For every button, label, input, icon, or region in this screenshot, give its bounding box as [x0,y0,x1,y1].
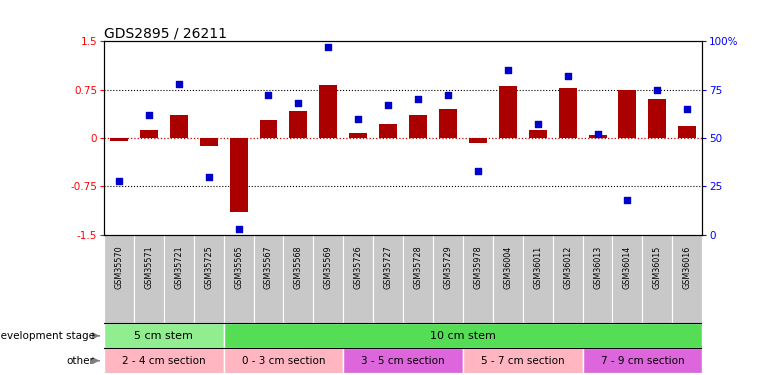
Bar [648,99,666,138]
Bar [678,126,696,138]
Bar [409,116,427,138]
Bar [229,138,247,212]
Point [293,100,305,106]
Text: GSM35571: GSM35571 [144,246,153,289]
Bar [313,235,343,323]
Text: GSM35570: GSM35570 [115,246,123,289]
Point [501,67,514,73]
Text: 3 - 5 cm section: 3 - 5 cm section [361,356,445,366]
Text: 5 cm stem: 5 cm stem [134,331,193,341]
Bar [320,85,337,138]
Text: 5 - 7 cm section: 5 - 7 cm section [481,356,564,366]
Text: GSM36004: GSM36004 [504,246,512,289]
Bar [672,235,702,323]
Point [322,44,334,50]
Bar [104,235,134,323]
Bar [433,235,463,323]
Bar [583,348,702,373]
Text: GSM35569: GSM35569 [324,246,333,289]
Text: GSM35729: GSM35729 [444,246,453,289]
Text: GDS2895 / 26211: GDS2895 / 26211 [104,26,227,40]
Bar [463,235,493,323]
Text: GSM36011: GSM36011 [533,246,542,289]
Text: GSM35727: GSM35727 [383,246,393,289]
Bar [223,323,702,348]
Bar [403,235,433,323]
Text: GSM36015: GSM36015 [653,246,662,289]
Text: GSM35726: GSM35726 [353,246,363,289]
Bar [223,348,343,373]
Bar [199,138,218,146]
Bar [618,90,637,138]
Bar [553,235,583,323]
Point [203,174,215,180]
Bar [523,235,553,323]
Point [112,178,125,184]
Bar [439,109,457,138]
Point [263,93,275,99]
Bar [140,130,158,138]
Bar [583,235,612,323]
Bar [343,235,373,323]
Point [412,96,424,102]
Bar [493,235,523,323]
Point [651,87,664,93]
Text: GSM36014: GSM36014 [623,246,632,289]
Point [142,112,155,118]
Text: GSM35721: GSM35721 [174,246,183,289]
Point [681,106,694,112]
Point [233,226,245,232]
Text: 7 - 9 cm section: 7 - 9 cm section [601,356,685,366]
Bar [559,88,577,138]
Text: GSM36016: GSM36016 [683,246,691,289]
Text: 10 cm stem: 10 cm stem [430,331,496,341]
Point [382,102,394,108]
Bar [169,116,188,138]
Bar [104,348,223,373]
Point [621,197,634,203]
Text: GSM35725: GSM35725 [204,246,213,289]
Point [561,73,574,79]
Bar [283,235,313,323]
Bar [588,135,607,138]
Bar [642,235,672,323]
Point [172,81,185,87]
Bar [343,348,463,373]
Bar [194,235,223,323]
Text: 2 - 4 cm section: 2 - 4 cm section [122,356,206,366]
Bar [612,235,642,323]
Text: GSM35565: GSM35565 [234,246,243,289]
Point [531,122,544,128]
Bar [463,348,583,373]
Text: GSM35568: GSM35568 [294,246,303,289]
Bar [259,120,277,138]
Bar [164,235,194,323]
Point [591,131,604,137]
Bar [110,138,128,141]
Point [352,116,364,122]
Text: GSM35567: GSM35567 [264,246,273,289]
Bar [134,235,164,323]
Bar [104,323,223,348]
Bar [350,133,367,138]
Text: GSM36012: GSM36012 [563,246,572,289]
Point [442,93,454,99]
Bar [499,86,517,138]
Bar [529,130,547,138]
Text: development stage: development stage [0,331,95,341]
Bar [373,235,403,323]
Text: GSM36013: GSM36013 [593,246,602,289]
Point [472,168,484,174]
Text: GSM35978: GSM35978 [474,246,482,289]
Bar [469,138,487,143]
Text: GSM35728: GSM35728 [413,246,423,289]
Text: 0 - 3 cm section: 0 - 3 cm section [242,356,325,366]
Bar [290,111,307,138]
Text: other: other [67,356,95,366]
Bar [379,124,397,138]
Bar [223,235,253,323]
Bar [253,235,283,323]
